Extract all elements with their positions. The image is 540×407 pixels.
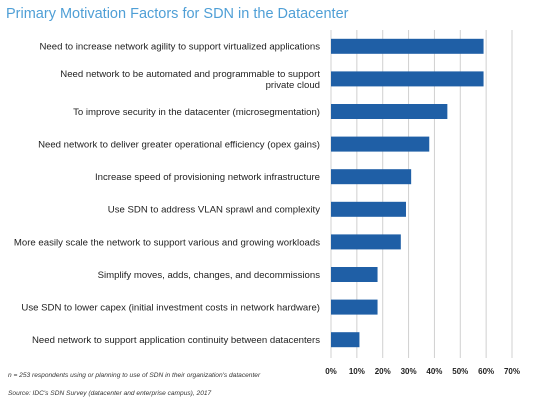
x-tick-label: 30%	[401, 367, 417, 376]
bar	[331, 38, 484, 54]
x-tick-label: 40%	[426, 367, 442, 376]
category-label: Increase speed of provisioning network i…	[95, 172, 320, 183]
bar	[331, 201, 406, 217]
category-label: Need network to be automated and program…	[60, 69, 320, 80]
x-axis-ticks: 0% 10% 20% 30% 40% 50% 60% 70%	[325, 367, 520, 376]
category-label: private cloud	[266, 80, 320, 91]
bar	[331, 169, 412, 185]
category-label: Use SDN to lower capex (initial investme…	[21, 303, 320, 314]
category-label: Need network to support application cont…	[32, 335, 320, 346]
bar	[331, 136, 430, 152]
category-label: More easily scale the network to support…	[14, 237, 320, 248]
bar	[331, 71, 484, 87]
category-label: Use SDN to address VLAN sprawl and compl…	[108, 205, 320, 216]
x-tick-label: 70%	[504, 367, 520, 376]
x-tick-label: 0%	[325, 367, 337, 376]
x-tick-label: 10%	[349, 367, 365, 376]
source-note: Source: IDC's SDN Survey (datacenter and…	[8, 390, 212, 397]
x-tick-label: 60%	[478, 367, 494, 376]
category-label: To improve security in the datacenter (m…	[73, 107, 320, 118]
x-tick-label: 20%	[375, 367, 391, 376]
bar	[331, 104, 448, 119]
bar	[331, 267, 378, 282]
chart-title: Primary Motivation Factors for SDN in th…	[6, 6, 349, 22]
category-label: Simplify moves, adds, changes, and decom…	[98, 270, 321, 281]
category-labels: Need to increase network agility to supp…	[14, 42, 320, 346]
bar	[331, 299, 378, 315]
category-label: Need to increase network agility to supp…	[39, 42, 320, 53]
bar	[331, 234, 401, 250]
category-label: Need network to deliver greater operatio…	[38, 140, 320, 151]
grid-lines	[330, 30, 513, 358]
bars	[331, 38, 484, 348]
x-tick-label: 50%	[452, 367, 468, 376]
bar	[331, 332, 360, 348]
footnote: n = 253 respondents using or planning to…	[8, 372, 261, 379]
